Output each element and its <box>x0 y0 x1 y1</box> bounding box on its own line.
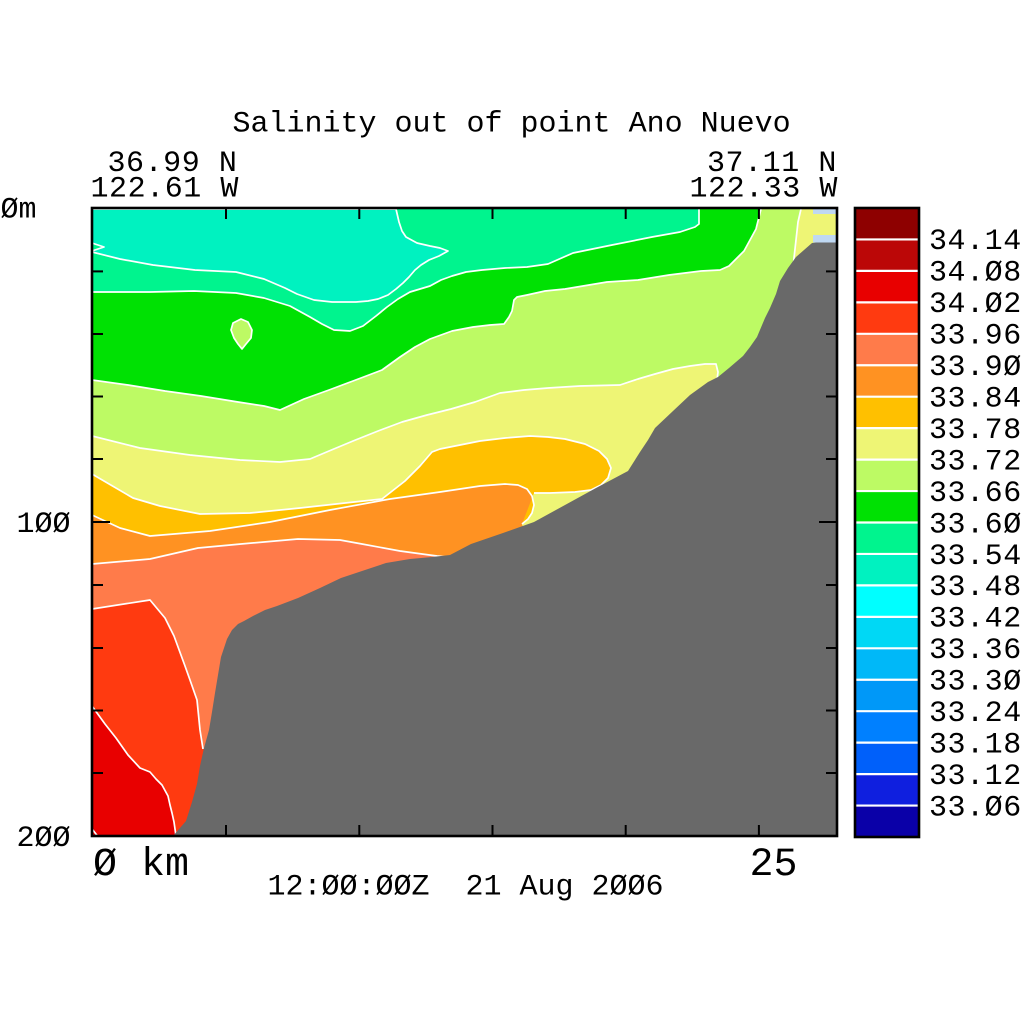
svg-text:33.72: 33.72 <box>929 445 1022 479</box>
svg-text:34.14: 34.14 <box>929 225 1022 259</box>
svg-text:2ØØ: 2ØØ <box>17 822 71 856</box>
svg-text:1ØØ: 1ØØ <box>17 508 71 542</box>
svg-text:33.42: 33.42 <box>929 603 1022 637</box>
svg-text:34.Ø2: 34.Ø2 <box>929 288 1022 322</box>
svg-text:33.48: 33.48 <box>929 571 1022 605</box>
svg-text:Salinity out of point Ano Nuev: Salinity out of point Ano Nuevo <box>233 108 791 142</box>
svg-text:33.36: 33.36 <box>929 634 1022 668</box>
svg-text:33.54: 33.54 <box>929 540 1022 574</box>
svg-text:33.3Ø: 33.3Ø <box>929 666 1022 700</box>
svg-text:12:ØØ:ØØZ 21 Aug 2ØØ6: 12:ØØ:ØØZ 21 Aug 2ØØ6 <box>268 870 664 904</box>
svg-text:122.61 W: 122.61 W <box>91 173 239 207</box>
svg-text:122.33 W: 122.33 W <box>690 173 838 207</box>
svg-text:33.96: 33.96 <box>929 320 1022 354</box>
svg-text:37.11 N: 37.11 N <box>707 147 837 181</box>
svg-text:33.9Ø: 33.9Ø <box>929 351 1022 385</box>
svg-text:33.66: 33.66 <box>929 477 1022 511</box>
svg-text:33.78: 33.78 <box>929 414 1022 448</box>
svg-text:33.84: 33.84 <box>929 383 1022 417</box>
svg-text:33.24: 33.24 <box>929 697 1022 731</box>
svg-text:33.6Ø: 33.6Ø <box>929 508 1022 542</box>
svg-text:33.Ø6: 33.Ø6 <box>929 791 1022 825</box>
svg-text:33.12: 33.12 <box>929 760 1022 794</box>
svg-text:Øm: Øm <box>1 194 37 228</box>
svg-text:36.99 N: 36.99 N <box>108 147 238 181</box>
svg-text:25: 25 <box>750 843 798 888</box>
svg-text:33.18: 33.18 <box>929 728 1022 762</box>
svg-text:Ø km: Ø km <box>93 843 189 888</box>
svg-text:34.Ø8: 34.Ø8 <box>929 257 1022 291</box>
